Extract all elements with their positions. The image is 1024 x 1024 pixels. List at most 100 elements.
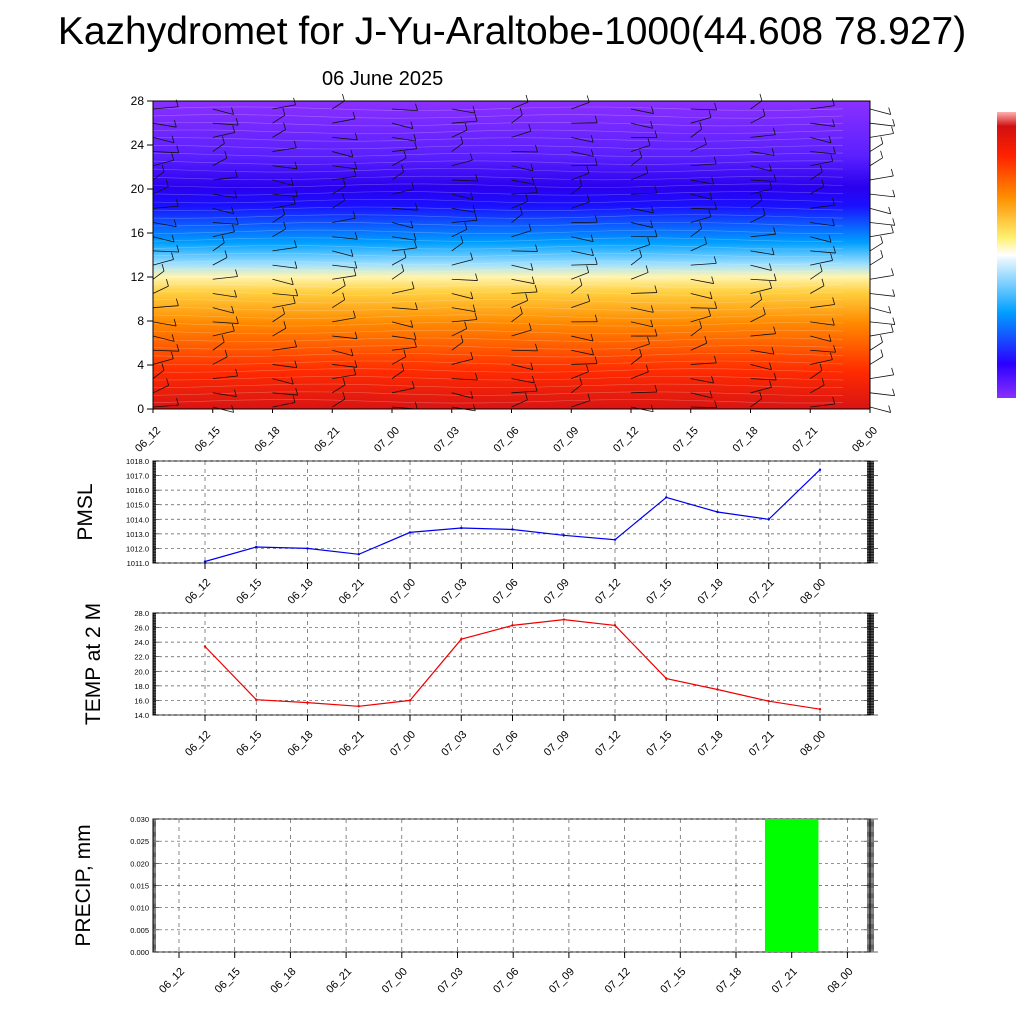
wind-barb-flag	[415, 103, 418, 111]
profile-ytick-label: 28	[131, 94, 145, 108]
wind-barb	[690, 406, 717, 408]
wind-barb-flag	[171, 234, 175, 243]
wind-barb	[451, 328, 467, 337]
contour-line	[152, 198, 844, 204]
pmsl-ytick-label: 1016.0	[126, 486, 149, 495]
wind-barb-flag	[531, 375, 535, 384]
wind-barb-flag	[294, 261, 298, 269]
pmsl-xtick-label: 06_15	[234, 577, 264, 607]
wind-barb	[451, 378, 478, 381]
wind-barb-flag	[704, 335, 708, 344]
wind-barb	[750, 188, 772, 195]
contour-line	[152, 214, 844, 219]
wind-barb-flag	[654, 229, 658, 237]
temp-xtick-label: 07_03	[439, 729, 469, 759]
wind-barb	[212, 321, 239, 324]
wind-barb	[511, 278, 535, 285]
pmsl-point	[357, 553, 360, 556]
wind-barb-flag	[534, 384, 538, 392]
wind-barb-flag	[594, 356, 598, 364]
wind-barb-flag	[594, 158, 598, 166]
wind-barb	[571, 201, 590, 209]
wind-barb	[571, 236, 594, 243]
temp-point	[716, 688, 719, 691]
contour-line	[152, 137, 844, 142]
wind-barb	[750, 314, 766, 323]
temp-ytick-label: 16.0	[134, 696, 149, 705]
precip-bar	[764, 819, 819, 952]
wind-barb	[212, 132, 235, 138]
wind-barb	[391, 188, 414, 195]
wind-barb	[272, 402, 296, 408]
wind-barb-flag	[714, 202, 718, 210]
precip-xtick-label: 06_18	[268, 966, 298, 996]
wind-barb-flag	[173, 219, 177, 227]
wind-barb	[630, 222, 653, 228]
wind-barb-flag	[342, 193, 345, 201]
wind-barb	[869, 307, 891, 314]
wind-barb-flag	[891, 367, 895, 375]
profile-ytick-label: 12	[131, 270, 145, 284]
wind-barb	[750, 233, 776, 238]
wind-barb	[630, 307, 654, 313]
wind-barb-flag	[880, 150, 883, 158]
wind-barb	[152, 122, 177, 128]
wind-barb-flag	[353, 169, 357, 177]
wind-barb-flag	[342, 179, 346, 187]
wind-barb-flag	[470, 192, 474, 200]
wind-barb	[451, 278, 478, 281]
contour-line	[152, 245, 844, 250]
contour-line	[152, 345, 844, 350]
precip-frame	[152, 818, 871, 953]
wind-barb-flag	[352, 111, 356, 119]
wind-barb	[152, 222, 177, 227]
wind-barb-flag	[528, 124, 532, 132]
temp-ytick-label: 22.0	[134, 653, 149, 662]
wind-barb-flag	[832, 297, 836, 305]
wind-barb-flag	[166, 279, 169, 287]
wind-barb-flag	[294, 360, 298, 368]
wind-barb	[272, 246, 297, 252]
wind-barb	[690, 392, 713, 399]
wind-barb-flag	[650, 319, 654, 327]
wind-barb	[750, 115, 766, 124]
wind-barb-flag	[464, 122, 468, 131]
wind-barb	[391, 321, 413, 328]
pmsl-frame	[152, 460, 871, 564]
wind-barb-flag	[709, 291, 713, 299]
wind-barb-flag	[586, 166, 590, 174]
wind-barb	[511, 192, 538, 195]
wind-barb-flag	[586, 364, 589, 372]
wind-barb-flag	[654, 384, 658, 393]
wind-barb-flag	[531, 177, 535, 185]
contour-line	[152, 383, 844, 389]
wind-barb-flag	[519, 107, 523, 116]
profile-xtick-label: 06_15	[193, 425, 223, 455]
wind-barb-flag	[590, 234, 594, 242]
wind-barb	[750, 100, 763, 110]
wind-barb	[810, 160, 833, 167]
wind-barb-flag	[772, 127, 776, 135]
contour-line	[152, 376, 844, 381]
wind-barb-flag	[350, 348, 354, 356]
contour-line	[152, 329, 844, 335]
profile-xtick-label: 07_09	[551, 425, 581, 455]
wind-barb	[869, 193, 895, 198]
precip-xtick-label: 07_06	[491, 966, 521, 996]
wind-barb-flag	[352, 211, 356, 219]
temp-xtick-label: 07_15	[644, 729, 674, 759]
wind-barb	[571, 363, 598, 365]
temp-xtick-label: 07_00	[388, 729, 418, 759]
wind-barb	[630, 157, 642, 167]
wind-barb-flag	[821, 278, 825, 286]
wind-barb-flag	[414, 141, 418, 149]
wind-barb-flag	[235, 368, 239, 377]
wind-barb	[630, 244, 650, 252]
wind-barb-flag	[525, 293, 529, 301]
temp-point	[408, 699, 412, 702]
wind-barb	[332, 185, 346, 195]
wind-barb	[332, 349, 354, 357]
wind-barb-flag	[470, 351, 474, 360]
wind-barb-flag	[708, 308, 711, 317]
temp-xtick-label: 07_06	[491, 729, 521, 759]
